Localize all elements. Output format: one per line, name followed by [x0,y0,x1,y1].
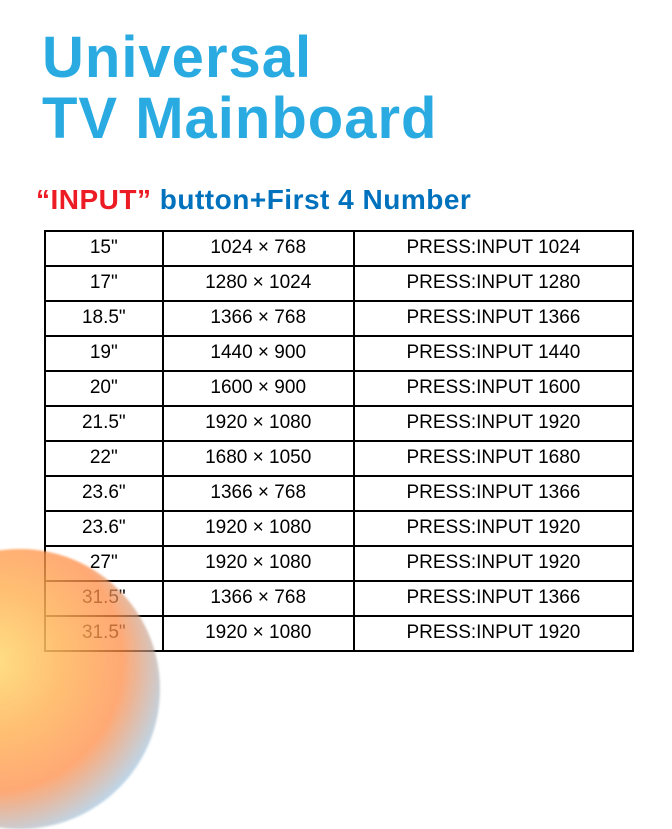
cell-resolution: 1920 × 1080 [163,406,354,441]
cell-press-code: PRESS:INPUT 1920 [354,406,633,441]
table-row: 15"1024 × 768PRESS:INPUT 1024 [45,231,633,266]
cell-resolution: 1600 × 900 [163,371,354,406]
title-line-1: Universal [42,28,672,89]
cell-press-code: PRESS:INPUT 1366 [354,581,633,616]
cell-press-code: PRESS:INPUT 1600 [354,371,633,406]
cell-press-code: PRESS:INPUT 1024 [354,231,633,266]
table-row: 22"1680 × 1050PRESS:INPUT 1680 [45,441,633,476]
table-row: 23.6"1920 × 1080PRESS:INPUT 1920 [45,511,633,546]
cell-screen-size: 23.6" [45,511,163,546]
page-root: Universal TV Mainboard “INPUT” button+Fi… [0,0,672,709]
cell-press-code: PRESS:INPUT 1920 [354,616,633,651]
table-row: 17"1280 × 1024PRESS:INPUT 1280 [45,266,633,301]
input-word: INPUT [51,184,138,215]
cell-screen-size: 31.5" [45,616,163,651]
instruction-subtitle: “INPUT” button+First 4 Number [0,184,672,216]
table-row: 19"1440 × 900PRESS:INPUT 1440 [45,336,633,371]
cell-screen-size: 18.5" [45,301,163,336]
cell-resolution: 1366 × 768 [163,581,354,616]
table-row: 31.5"1366 × 768PRESS:INPUT 1366 [45,581,633,616]
cell-press-code: PRESS:INPUT 1920 [354,546,633,581]
table-row: 23.6"1366 × 768PRESS:INPUT 1366 [45,476,633,511]
cell-press-code: PRESS:INPUT 1280 [354,266,633,301]
cell-screen-size: 22" [45,441,163,476]
cell-resolution: 1024 × 768 [163,231,354,266]
cell-resolution: 1366 × 768 [163,301,354,336]
quote-open: “ [36,184,51,215]
cell-press-code: PRESS:INPUT 1440 [354,336,633,371]
cell-resolution: 1440 × 900 [163,336,354,371]
title-line-2: TV Mainboard [42,89,672,150]
cell-resolution: 1920 × 1080 [163,546,354,581]
main-title: Universal TV Mainboard [0,28,672,150]
table-row: 27"1920 × 1080PRESS:INPUT 1920 [45,546,633,581]
cell-resolution: 1680 × 1050 [163,441,354,476]
cell-screen-size: 27" [45,546,163,581]
cell-resolution: 1920 × 1080 [163,511,354,546]
cell-screen-size: 20" [45,371,163,406]
cell-press-code: PRESS:INPUT 1366 [354,476,633,511]
cell-screen-size: 23.6" [45,476,163,511]
subtitle-rest: button+First 4 Number [152,184,472,215]
cell-screen-size: 17" [45,266,163,301]
table-row: 20"1600 × 900PRESS:INPUT 1600 [45,371,633,406]
table-row: 18.5"1366 × 768PRESS:INPUT 1366 [45,301,633,336]
quote-close: ” [137,184,152,215]
resolution-table: 15"1024 × 768PRESS:INPUT 102417"1280 × 1… [44,230,634,652]
cell-resolution: 1280 × 1024 [163,266,354,301]
cell-screen-size: 31.5" [45,581,163,616]
cell-resolution: 1366 × 768 [163,476,354,511]
resolution-table-body: 15"1024 × 768PRESS:INPUT 102417"1280 × 1… [45,231,633,651]
table-row: 31.5"1920 × 1080PRESS:INPUT 1920 [45,616,633,651]
table-row: 21.5"1920 × 1080PRESS:INPUT 1920 [45,406,633,441]
cell-screen-size: 15" [45,231,163,266]
cell-press-code: PRESS:INPUT 1920 [354,511,633,546]
cell-press-code: PRESS:INPUT 1366 [354,301,633,336]
cell-press-code: PRESS:INPUT 1680 [354,441,633,476]
cell-screen-size: 21.5" [45,406,163,441]
cell-screen-size: 19" [45,336,163,371]
cell-resolution: 1920 × 1080 [163,616,354,651]
